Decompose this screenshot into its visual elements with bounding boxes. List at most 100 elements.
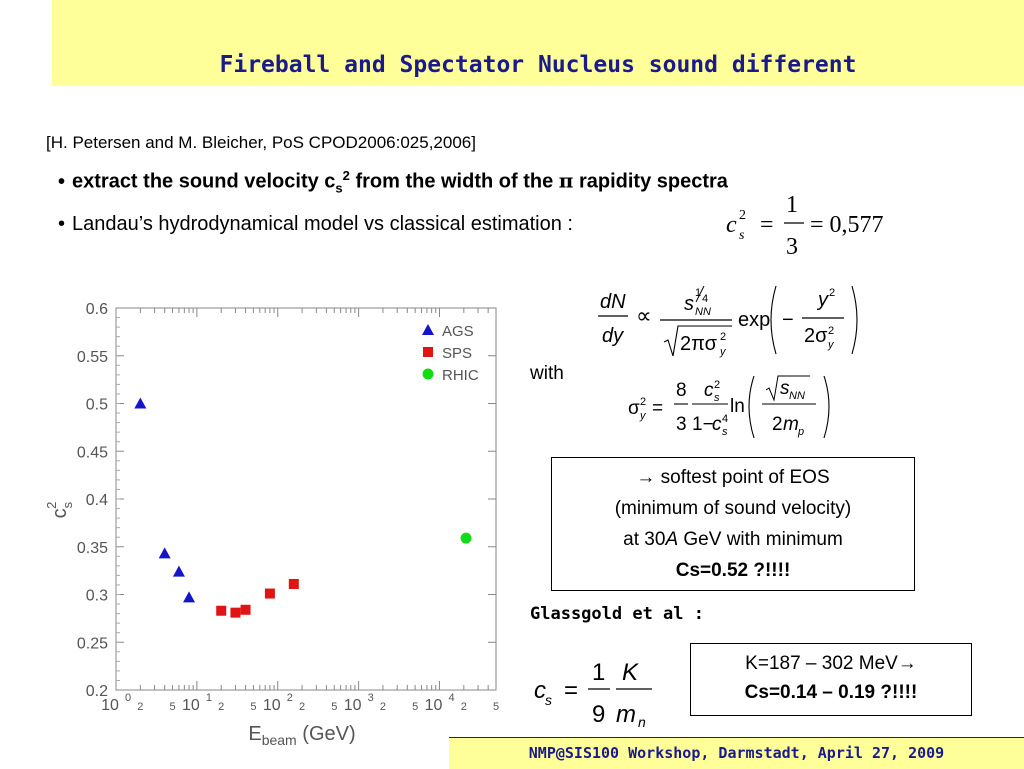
footer-workshop: NMP@SIS100 Workshop, Darmstadt, April 27… <box>449 737 1024 769</box>
equation-sigma-y: σ 2 y = 8 3 c 2 s 1− c 4 s ln s NN 2 m p <box>628 375 830 439</box>
legend-label-rhic: RHIC <box>442 367 479 384</box>
x-minor-tick-label: 2 <box>218 701 224 713</box>
bullet-extract-sound-velocity: • extract the sound velocity cs2 from the… <box>58 168 728 196</box>
legend-label-ags: AGS <box>442 323 474 340</box>
y-axis-label: cs2 <box>44 501 75 518</box>
svg-text:2: 2 <box>720 331 726 343</box>
point-rhic <box>460 532 472 544</box>
cs2-vs-ebeam-chart: 0.2 0.25 0.3 0.35 0.4 0.45 0.5 0.55 0.6 2 5 2 5 2 5 2 5 2… <box>44 301 499 748</box>
y-tick-label: 0.6 <box>86 301 108 318</box>
x-minor-tick-label: 5 <box>331 701 337 713</box>
legend-label-sps: SPS <box>442 345 472 362</box>
point-ags <box>134 397 147 409</box>
y-tick-label: 0.3 <box>86 588 108 605</box>
k-range-line1: K=187 – 302 MeV→ <box>745 653 917 674</box>
x-major-tick-exponent: 1 <box>206 692 212 704</box>
softest-line2: (minimum of sound velocity) <box>614 498 852 519</box>
bullet1-tail: rapidity spectra <box>573 170 728 193</box>
svg-text:=: = <box>652 398 663 419</box>
eq-num: 1 <box>786 192 798 218</box>
x-minor-tick-label: 2 <box>461 701 467 713</box>
svg-text:−: − <box>782 309 794 331</box>
point-ags <box>158 547 171 559</box>
x-major-tick-exponent: 2 <box>287 692 293 704</box>
svg-text:2: 2 <box>828 325 834 337</box>
eq-den: 3 <box>786 234 798 260</box>
equation-glassgold: c s = 1 9 K m n <box>534 659 652 728</box>
glassgold-label: Glassgold et al : <box>530 604 704 624</box>
svg-text:2: 2 <box>772 414 783 435</box>
svg-text:s: s <box>545 692 552 708</box>
reference-citation: [H. Petersen and M. Bleicher, PoS CPOD20… <box>46 133 476 152</box>
x-major-tick-label: 10 <box>182 697 200 714</box>
svg-text:4: 4 <box>722 413 728 425</box>
x-major-tick-label: 10 <box>344 697 362 714</box>
y-tick-label: 0.25 <box>77 635 108 652</box>
svg-text:σ: σ <box>628 398 640 419</box>
softest-line4: Cs=0.52 ?!!!! <box>675 560 791 581</box>
bullet1-sub: s <box>335 180 343 196</box>
svg-text:y: y <box>827 339 835 351</box>
x-minor-tick-label: 5 <box>169 701 175 713</box>
svg-text:s: s <box>780 378 790 399</box>
legend-marker-sps <box>423 347 433 357</box>
svg-text:dN: dN <box>600 291 626 313</box>
svg-text:y: y <box>719 346 727 358</box>
svg-text:∝: ∝ <box>636 303 652 328</box>
softest-line3-a: A <box>665 529 679 550</box>
svg-text:s: s <box>714 392 720 404</box>
svg-text:2: 2 <box>640 396 646 408</box>
bullet1-pi: π <box>558 168 574 193</box>
softest-line3-post: GeV with minimum <box>678 529 843 550</box>
bullet-dot: • <box>58 213 66 235</box>
with-label: with <box>530 363 564 384</box>
bullet1-post: from the width of the <box>349 170 559 193</box>
svg-text:c: c <box>712 414 722 435</box>
svg-text:c: c <box>534 677 546 704</box>
x-minor-tick-label: 2 <box>299 701 305 713</box>
svg-text:ln: ln <box>730 396 745 417</box>
svg-text:1−: 1− <box>692 414 714 435</box>
svg-text:s: s <box>722 426 728 438</box>
point-sps <box>240 604 251 615</box>
svg-text:exp: exp <box>738 309 770 331</box>
svg-text:p: p <box>797 426 804 438</box>
point-sps <box>216 605 227 616</box>
slide-title: Fireball and Spectator Nucleus sound dif… <box>219 52 857 78</box>
svg-text:y: y <box>816 289 829 311</box>
legend-marker-rhic <box>422 368 434 380</box>
softest-point-box: → softest point of EOS (minimum of sound… <box>551 457 915 591</box>
svg-text:dy: dy <box>602 325 624 347</box>
point-sps <box>264 588 275 599</box>
y-tick-label: 0.35 <box>77 540 108 557</box>
svg-text:2: 2 <box>829 287 835 299</box>
bullet1-pre: extract the sound velocity c <box>72 170 336 193</box>
plot-frame <box>115 307 497 691</box>
svg-text:4: 4 <box>702 293 708 305</box>
softest-line3: at 30A GeV with minimum <box>552 524 914 555</box>
y-tick-label: 0.2 <box>86 683 108 700</box>
x-major-tick-exponent: 3 <box>368 692 374 704</box>
point-ags <box>183 591 196 603</box>
svg-text:s: s <box>684 293 694 315</box>
svg-text:1: 1 <box>592 659 605 686</box>
x-minor-tick-label: 5 <box>493 701 499 713</box>
k-range-line2: Cs=0.14 – 0.19 ?!!!! <box>744 682 918 703</box>
bullet-landau-model: • Landau’s hydrodynamical model vs classi… <box>58 213 573 236</box>
title-band: Fireball and Spectator Nucleus sound dif… <box>52 0 1024 86</box>
svg-text:2: 2 <box>714 379 720 391</box>
svg-text:2πσ: 2πσ <box>680 333 718 355</box>
svg-text:K: K <box>622 659 639 686</box>
bullet-dot: • <box>58 170 66 193</box>
softest-line3-pre: at 30 <box>623 529 666 550</box>
eq-sub: s <box>739 228 745 243</box>
x-major-tick-exponent: 0 <box>125 692 131 704</box>
point-ags <box>172 565 185 577</box>
point-sps <box>288 578 299 589</box>
svg-text:1: 1 <box>695 287 701 299</box>
bullet2-text: Landau’s hydrodynamical model vs classic… <box>72 213 573 235</box>
x-major-tick-label: 10 <box>425 697 443 714</box>
svg-text:NN: NN <box>789 390 805 402</box>
k-range-box: K=187 – 302 MeV→ Cs=0.14 – 0.19 ?!!!! <box>690 643 972 716</box>
eq-equals: = <box>760 212 774 238</box>
